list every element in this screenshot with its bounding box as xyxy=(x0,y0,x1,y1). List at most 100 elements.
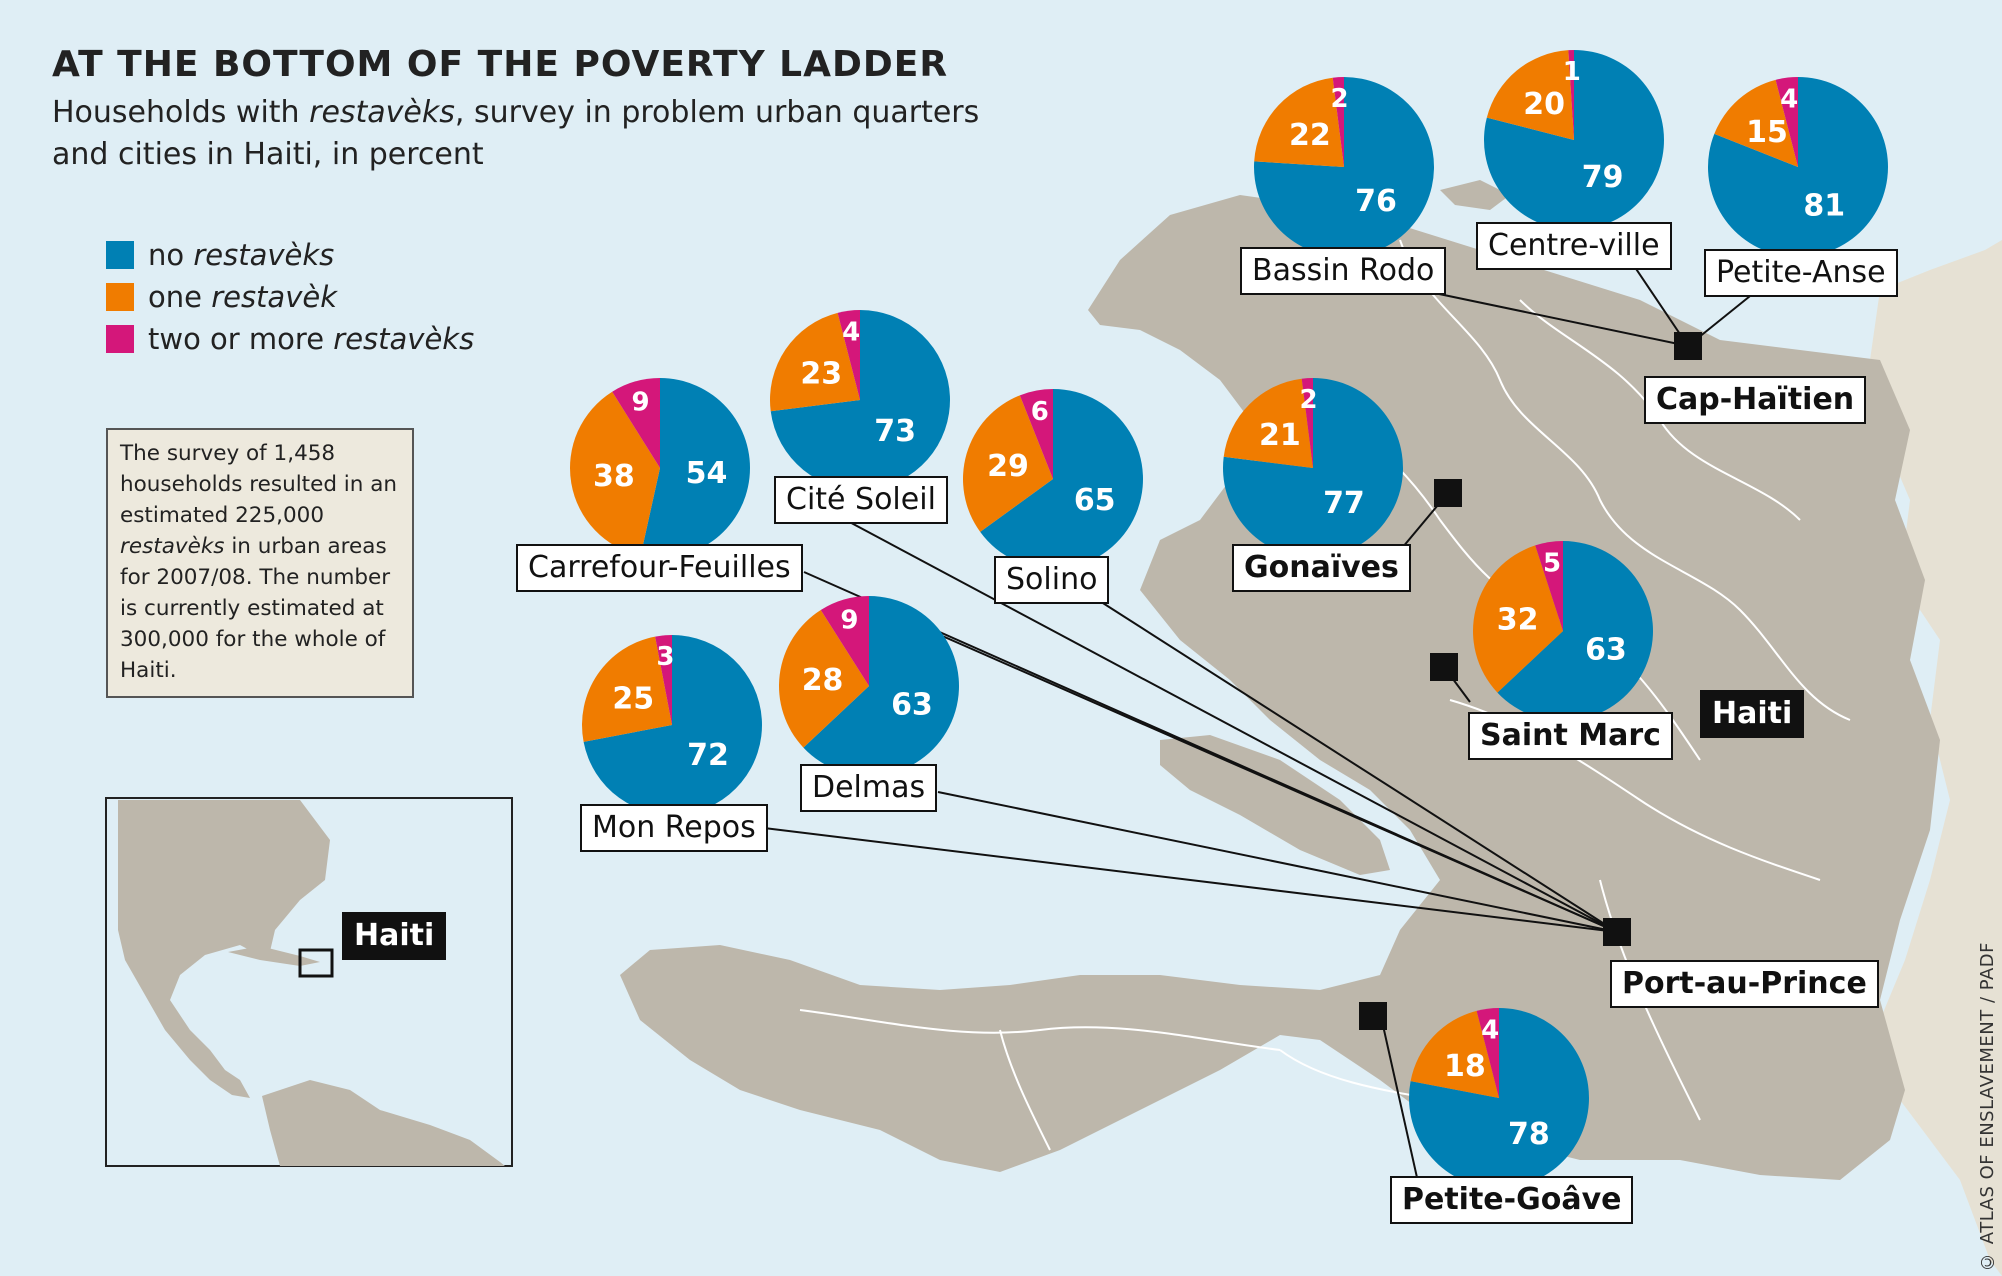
legend-swatch-two xyxy=(106,325,134,353)
pie-slice-bassin-rodo-2 xyxy=(1332,77,1344,167)
pie-label-delmas-0: 63 xyxy=(891,688,933,723)
gonave-island xyxy=(1160,735,1390,875)
pie-slice-mon-repos-0 xyxy=(583,635,762,815)
pie-slice-solino-1 xyxy=(962,395,1053,532)
pie-label-carrefour-feuilles-1: 38 xyxy=(593,459,635,494)
pie-label-mon-repos-2: 3 xyxy=(656,642,674,672)
pie-label-carrefour-feuilles-0: 54 xyxy=(686,456,728,491)
pie-slice-saint-marc-2 xyxy=(1535,541,1563,631)
pie-slice-petite-goave-2 xyxy=(1476,1008,1499,1098)
pie-label-cite-soleil-2: 4 xyxy=(842,317,860,347)
pie-label-bassin-rodo-1: 22 xyxy=(1289,118,1331,153)
pie-slice-gonaives-2 xyxy=(1301,378,1313,468)
pie-label-cite-soleil-1: 23 xyxy=(800,357,842,392)
pie-label-solino-0: 65 xyxy=(1074,483,1116,518)
label-haiti-country: Haiti xyxy=(1700,690,1805,738)
pie-label-bassin-rodo-2: 2 xyxy=(1331,84,1349,114)
label-carrefour-feuilles: Carrefour-Feuilles xyxy=(516,544,803,592)
pie-slice-bassin-rodo-1 xyxy=(1254,77,1344,167)
port-au-prince-marker xyxy=(1603,918,1631,946)
pie-label-solino-1: 29 xyxy=(987,449,1029,484)
label-centre-ville: Centre-ville xyxy=(1476,222,1672,270)
label-port-au-prince: Port-au-Prince xyxy=(1610,960,1879,1008)
inset-cuba xyxy=(228,946,320,966)
page-title: AT THE BOTTOM OF THE POVERTY LADDER xyxy=(52,44,949,85)
pie-label-petite-goave-0: 78 xyxy=(1508,1117,1550,1152)
cap-haitien-marker xyxy=(1674,332,1702,360)
legend-item-two-or-more: two or more restavèks xyxy=(106,318,474,360)
pie-label-petite-goave-1: 18 xyxy=(1444,1049,1486,1084)
pie-label-delmas-1: 28 xyxy=(802,663,844,698)
pie-slice-gonaives-1 xyxy=(1223,378,1313,468)
pie-slice-bassin-rodo-0 xyxy=(1254,77,1435,257)
label-mon-repos: Mon Repos xyxy=(580,804,768,852)
saint-marc-marker xyxy=(1430,653,1458,681)
pie-slice-carrefour-feuilles-0 xyxy=(640,378,750,558)
pie-label-petite-anse-0: 81 xyxy=(1803,189,1845,224)
legend-item-one: one restavèk xyxy=(106,276,474,318)
pie-slice-delmas-0 xyxy=(803,596,959,776)
pie-label-gonaives-1: 21 xyxy=(1259,418,1301,453)
label-bassin-rodo: Bassin Rodo xyxy=(1240,247,1447,295)
pie-slice-delmas-2 xyxy=(820,596,869,686)
credit: © ATLAS OF ENSLAVEMENT / PADF xyxy=(1977,942,1998,1272)
pie-label-gonaives-0: 77 xyxy=(1323,486,1365,521)
legend: no restavèks one restavèk two or more re… xyxy=(106,234,474,360)
pie-label-centre-ville-2: 1 xyxy=(1563,57,1581,87)
pie-slice-cite-soleil-1 xyxy=(770,312,860,412)
pie-slice-solino-2 xyxy=(1019,389,1053,479)
legend-item-none: no restavèks xyxy=(106,234,474,276)
pie-label-saint-marc-2: 5 xyxy=(1543,549,1561,579)
pie-slice-saint-marc-1 xyxy=(1473,545,1563,693)
pie-label-delmas-2: 9 xyxy=(840,606,858,636)
pie-slice-centre-ville-2 xyxy=(1568,50,1574,140)
pie-slice-saint-marc-0 xyxy=(1497,541,1654,721)
pie-label-petite-anse-1: 15 xyxy=(1746,115,1788,150)
gonaives-marker xyxy=(1434,479,1462,507)
pie-slice-petite-goave-1 xyxy=(1410,1010,1499,1098)
inset-north-america-landmass xyxy=(118,800,330,1098)
label-gonaives: Gonaïves xyxy=(1232,544,1411,592)
pie-label-solino-2: 6 xyxy=(1031,397,1049,427)
dominican-republic-landmass xyxy=(1870,240,2002,1276)
pie-label-bassin-rodo-0: 76 xyxy=(1355,184,1397,219)
pie-slice-mon-repos-1 xyxy=(582,636,672,742)
label-haiti-inset: Haiti xyxy=(342,912,447,960)
pie-slice-cite-soleil-0 xyxy=(770,310,950,490)
pie-slice-delmas-1 xyxy=(779,610,869,748)
pie-label-petite-anse-2: 4 xyxy=(1780,84,1798,114)
city-markers xyxy=(1359,332,1702,1030)
page-subtitle: Households with restavèks, survey in pro… xyxy=(52,95,980,172)
pie-label-carrefour-feuilles-2: 9 xyxy=(632,388,650,418)
pie-label-centre-ville-0: 79 xyxy=(1582,160,1624,195)
pie-label-mon-repos-0: 72 xyxy=(687,738,729,773)
legend-swatch-one xyxy=(106,283,134,311)
pie-slice-gonaives-0 xyxy=(1223,377,1404,558)
pie-slice-centre-ville-1 xyxy=(1486,50,1574,140)
petite-goave-marker xyxy=(1359,1002,1387,1030)
pie-slice-petite-anse-0 xyxy=(1708,77,1888,258)
pie-slice-carrefour-feuilles-1 xyxy=(570,391,660,556)
tortuga-island xyxy=(1440,180,1510,210)
label-delmas: Delmas xyxy=(800,764,938,812)
label-saint-marc: Saint Marc xyxy=(1468,712,1673,760)
label-cite-soleil: Cité Soleil xyxy=(774,476,948,524)
label-petite-goave: Petite-Goâve xyxy=(1390,1176,1634,1224)
inset-map xyxy=(105,797,513,1167)
pie-label-saint-marc-0: 63 xyxy=(1585,633,1627,668)
pie-label-mon-repos-1: 25 xyxy=(612,682,654,717)
pie-label-saint-marc-1: 32 xyxy=(1497,602,1539,637)
label-petite-anse: Petite-Anse xyxy=(1704,249,1898,297)
pie-slice-cite-soleil-2 xyxy=(837,310,860,400)
pie-charts: 7622279201811547323454389652967721263325… xyxy=(570,50,1888,1188)
pie-slice-petite-anse-1 xyxy=(1714,79,1798,167)
label-solino: Solino xyxy=(994,556,1110,604)
legend-swatch-none xyxy=(106,241,134,269)
pie-label-centre-ville-1: 20 xyxy=(1523,87,1565,122)
inset-south-america-landmass xyxy=(262,1080,505,1166)
inset-haiti-highlight xyxy=(298,948,334,978)
pie-slice-solino-0 xyxy=(980,389,1143,569)
pie-label-gonaives-2: 2 xyxy=(1300,385,1318,415)
pie-label-cite-soleil-0: 73 xyxy=(874,414,916,449)
pie-slice-mon-repos-2 xyxy=(655,635,672,725)
